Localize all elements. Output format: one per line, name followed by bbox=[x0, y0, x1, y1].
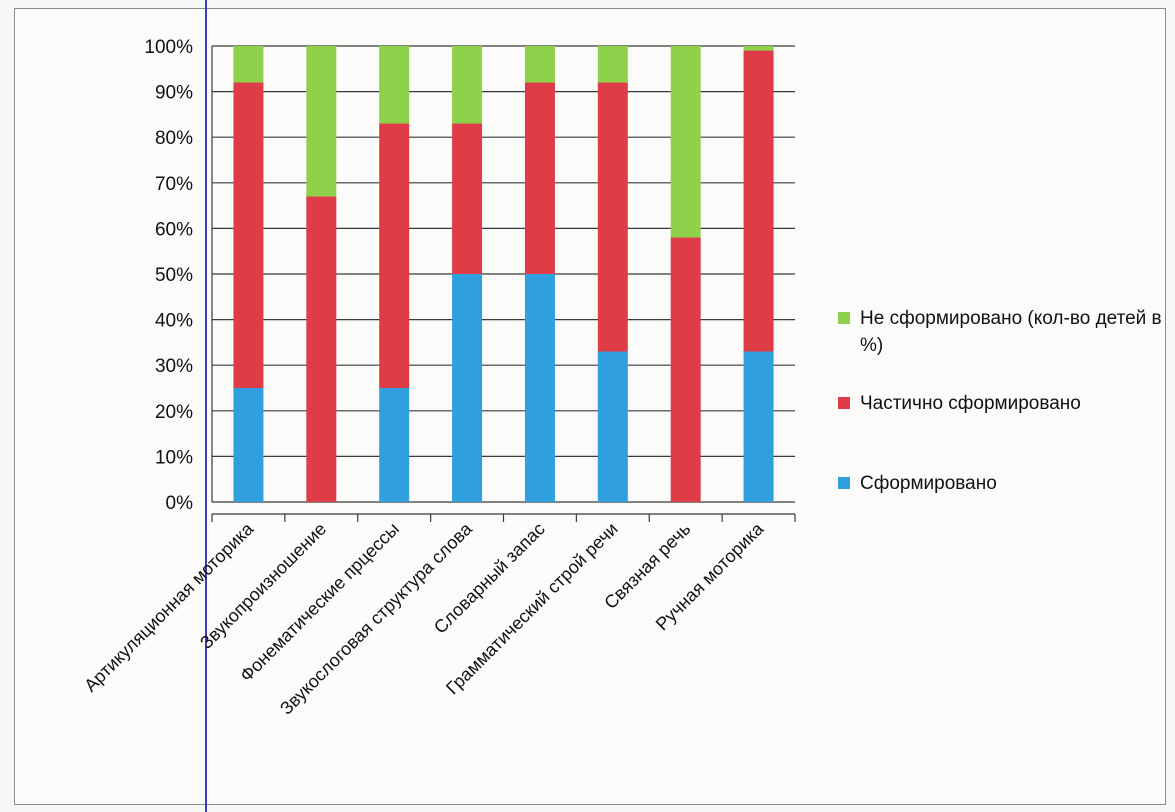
legend-item-formed: Сформировано bbox=[838, 470, 1175, 497]
bar-segment bbox=[524, 46, 555, 83]
y-tick-label: 100% bbox=[144, 37, 193, 58]
bar-segment bbox=[597, 46, 628, 83]
page-margin-line bbox=[205, 0, 207, 812]
bar-segment bbox=[306, 196, 337, 503]
axes bbox=[211, 46, 796, 522]
y-tick-label: 10% bbox=[155, 447, 193, 468]
bar-segment bbox=[743, 351, 774, 502]
y-tick-label: 70% bbox=[155, 174, 193, 195]
legend-item-partially-formed: Частично сформировано bbox=[838, 390, 1175, 417]
y-tick-label: 40% bbox=[155, 311, 193, 332]
x-category-labels: Артикуляционная моторикаЗвукопроизношени… bbox=[80, 518, 768, 719]
y-tick-label: 60% bbox=[155, 219, 193, 240]
bar-segment bbox=[379, 123, 410, 389]
bar-segment bbox=[233, 82, 264, 388]
bar-segment bbox=[670, 46, 701, 238]
legend-label-formed: Сформировано bbox=[860, 473, 997, 494]
bar-segment bbox=[452, 274, 483, 502]
y-tick-label: 80% bbox=[155, 128, 193, 149]
legend-swatch-partially-formed bbox=[838, 397, 850, 409]
legend-label-partially-formed: Частично сформировано bbox=[860, 393, 1081, 414]
bar-segment bbox=[233, 388, 264, 502]
y-tick-label: 20% bbox=[155, 402, 193, 423]
bar-segment bbox=[379, 46, 410, 124]
gridlines bbox=[212, 45, 795, 503]
legend-swatch-not-formed bbox=[838, 312, 850, 324]
bar-segment bbox=[524, 274, 555, 502]
y-tick-labels: 0% 10% 20% 30% 40% 50% 60% 70% 80% 90% 100% bbox=[144, 37, 193, 514]
bar-segment bbox=[379, 388, 410, 502]
y-tick-label: 30% bbox=[155, 356, 193, 377]
bar-segment bbox=[743, 46, 774, 51]
x-category-label: Звукопроизношение bbox=[196, 519, 330, 653]
bar-segment bbox=[233, 46, 264, 83]
y-tick-label: 90% bbox=[155, 83, 193, 104]
legend-swatch-formed bbox=[838, 477, 850, 489]
bar-segment bbox=[452, 46, 483, 124]
bar-segment bbox=[743, 50, 774, 352]
legend-label-not-formed: Не сформировано (кол-во детей в %) bbox=[860, 308, 1162, 356]
bar-segment bbox=[597, 351, 628, 502]
bar-segment bbox=[597, 82, 628, 352]
bar-segment bbox=[306, 46, 337, 197]
y-tick-label: 50% bbox=[155, 265, 193, 286]
bar-segment bbox=[524, 82, 555, 274]
y-tick-label: 0% bbox=[166, 493, 194, 514]
bar-segment bbox=[670, 237, 701, 502]
legend-item-not-formed: Не сформировано (кол-во детей в %) bbox=[838, 305, 1175, 359]
bars bbox=[233, 46, 774, 503]
bar-segment bbox=[452, 123, 483, 275]
